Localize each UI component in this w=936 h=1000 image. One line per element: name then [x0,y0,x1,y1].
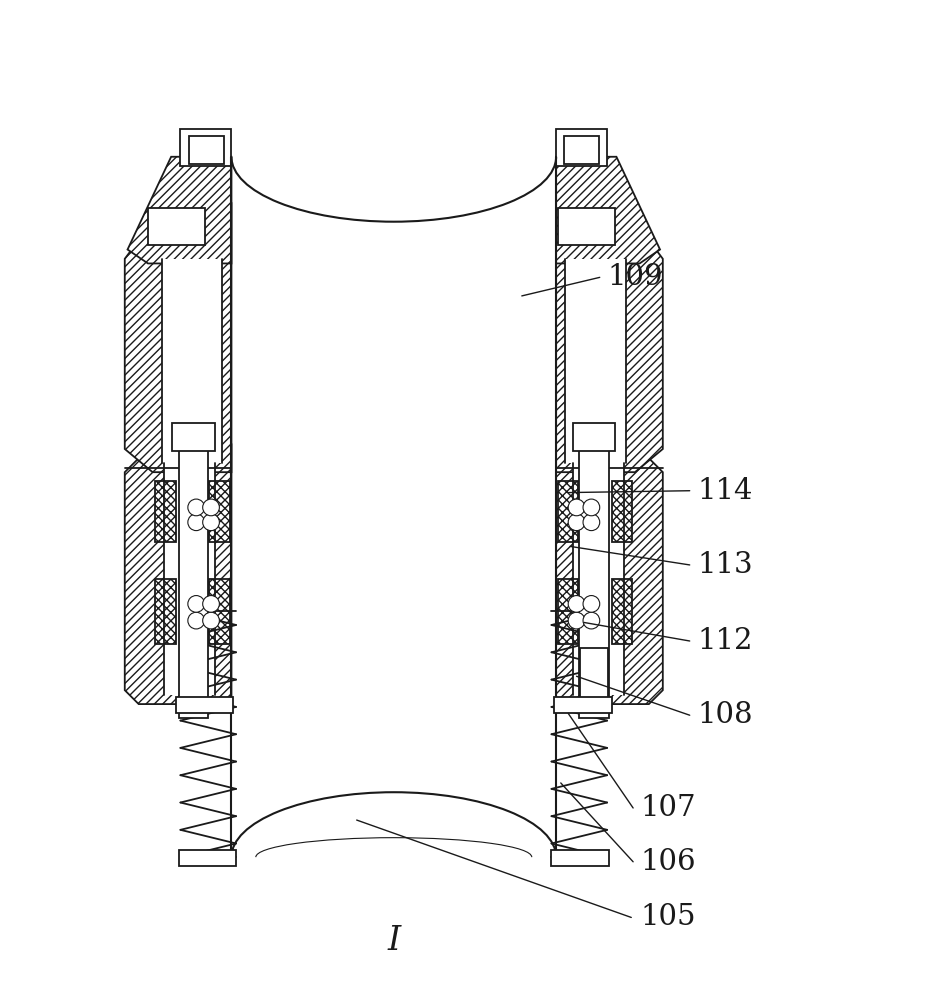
Bar [179,850,236,866]
Bar [164,463,214,695]
Bar [148,208,206,245]
Bar [155,579,176,644]
Circle shape [188,514,205,531]
Bar [573,463,624,695]
Bar [179,430,208,718]
Text: 105: 105 [640,903,696,931]
Bar [231,157,556,857]
Circle shape [583,514,600,531]
Bar [172,423,214,451]
Bar [573,423,616,451]
Circle shape [568,499,585,516]
Circle shape [568,514,585,531]
Bar [189,136,224,164]
Text: 112: 112 [697,627,753,655]
Circle shape [188,596,205,612]
Bar [580,648,608,704]
Bar [579,430,609,718]
Circle shape [583,499,600,516]
Bar [181,129,231,166]
Bar [176,697,233,713]
Circle shape [203,499,219,516]
Circle shape [568,612,585,629]
Circle shape [203,596,219,612]
Text: 109: 109 [607,263,663,291]
Circle shape [583,596,600,612]
Polygon shape [127,157,231,263]
Bar [209,579,229,644]
Bar [612,579,632,644]
Text: 106: 106 [640,848,696,876]
Circle shape [188,499,205,516]
Bar [558,208,616,245]
Bar [162,259,222,463]
Polygon shape [556,203,663,472]
Polygon shape [124,203,231,472]
Circle shape [203,612,219,629]
Bar [551,850,609,866]
Bar [558,481,578,542]
Text: 114: 114 [697,477,753,505]
Text: 107: 107 [640,794,696,822]
Text: 113: 113 [697,551,753,579]
Circle shape [583,612,600,629]
Polygon shape [556,444,663,704]
Bar [209,481,229,542]
Bar [155,481,176,542]
Bar [558,579,578,644]
Bar [563,136,599,164]
Polygon shape [124,444,231,704]
Text: I: I [388,925,401,957]
Bar [565,259,625,463]
Bar [554,697,612,713]
Bar [612,481,632,542]
Circle shape [188,612,205,629]
Circle shape [203,514,219,531]
Bar [556,129,607,166]
Polygon shape [556,157,660,263]
Text: 108: 108 [697,701,753,729]
Circle shape [568,596,585,612]
